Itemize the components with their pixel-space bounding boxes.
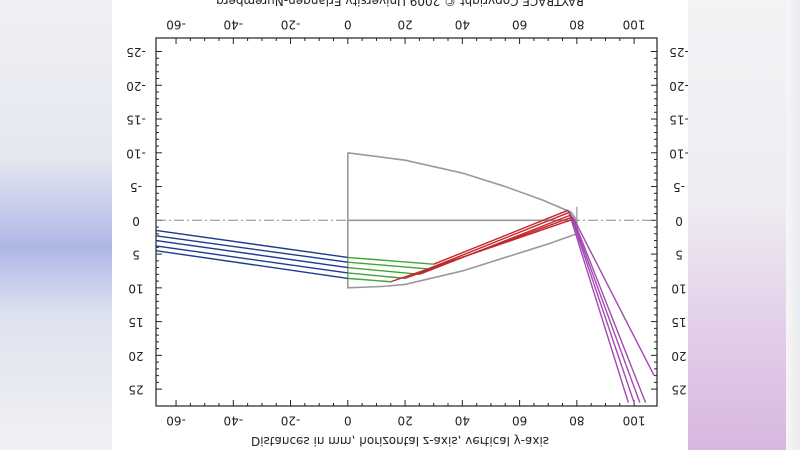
y-tick-label-left: -20 xyxy=(126,79,146,93)
y-tick-label-left: 25 xyxy=(128,383,143,397)
ray-outgoing-1 xyxy=(567,209,630,403)
ray-reflected-1 xyxy=(433,209,569,265)
ray-refracted-4 xyxy=(347,272,406,280)
raytrace-panel: RAYTRACE Copyright © 2009 University Erl… xyxy=(112,0,688,450)
ray-outgoing-2 xyxy=(569,211,635,403)
y-tick-label-right: 25 xyxy=(671,383,686,397)
y-tick-label-right: 10 xyxy=(671,281,686,295)
y-tick-label-right: -20 xyxy=(669,79,688,93)
y-tick-label-right: -5 xyxy=(673,180,685,194)
y-tick-label-right: -10 xyxy=(669,146,688,160)
y-tick-label-left: -15 xyxy=(126,113,146,127)
plot-frame xyxy=(155,37,658,407)
x-tick-label-top: 40 xyxy=(455,18,470,32)
ray-incoming-3 xyxy=(156,239,348,269)
plot-content xyxy=(156,151,657,403)
ray-refracted-1 xyxy=(347,256,434,265)
x-axis-label: Distances in mm, horizontal z-axis, vert… xyxy=(250,434,550,448)
x-tick-label-top: -40 xyxy=(223,18,243,32)
y-tick-label-left: 5 xyxy=(132,248,140,262)
x-tick-label-top: 80 xyxy=(569,18,584,32)
background-left xyxy=(0,0,112,450)
ray-reflected-2 xyxy=(427,211,570,270)
ray-outgoing-5 xyxy=(573,218,655,376)
y-tick-label-right: -25 xyxy=(669,45,688,59)
background-right xyxy=(688,0,800,450)
y-tick-label-right: -15 xyxy=(669,113,688,127)
y-tick-label-right: 0 xyxy=(675,214,683,228)
x-tick-label-top: 60 xyxy=(512,18,527,32)
raytrace-plot: -60-60-40-40-20-200020204040606080801001… xyxy=(126,18,688,428)
y-tick-label-left: 10 xyxy=(128,281,143,295)
x-tick-label-bottom: 0 xyxy=(344,414,352,428)
x-tick-label-top: 20 xyxy=(397,18,412,32)
x-tick-label-top: 0 xyxy=(344,18,352,32)
y-tick-label-left: 15 xyxy=(128,315,143,329)
ray-refracted-3 xyxy=(347,266,420,276)
ray-outgoing-3 xyxy=(570,214,641,403)
x-tick-label-bottom: 20 xyxy=(397,414,412,428)
ray-incoming-2 xyxy=(156,235,348,263)
x-tick-label-top: -20 xyxy=(281,18,301,32)
x-tick-label-bottom: 100 xyxy=(623,414,646,428)
x-tick-label-top: -60 xyxy=(166,18,186,32)
y-tick-label-right: 5 xyxy=(675,248,683,262)
x-tick-label-bottom: -60 xyxy=(166,414,186,428)
y-tick-label-left: 0 xyxy=(132,214,140,228)
ray-incoming-4 xyxy=(156,245,348,274)
ray-reflected-5 xyxy=(390,218,575,283)
background-right-edge xyxy=(786,0,800,450)
ray-incoming-1 xyxy=(156,229,348,259)
x-tick-label-bottom: 60 xyxy=(512,414,527,428)
x-tick-label-bottom: 80 xyxy=(569,414,584,428)
y-tick-label-left: -25 xyxy=(126,45,146,59)
y-tick-label-left: -5 xyxy=(130,180,142,194)
y-tick-label-right: 15 xyxy=(671,315,686,329)
ray-outgoing-4 xyxy=(571,216,647,403)
ray-refracted-2 xyxy=(347,261,429,270)
y-tick-label-left: -10 xyxy=(126,146,146,160)
x-tick-label-bottom: -40 xyxy=(223,414,243,428)
ray-incoming-5 xyxy=(156,250,348,280)
x-tick-label-bottom: 40 xyxy=(455,414,470,428)
x-tick-label-top: 100 xyxy=(623,18,646,32)
ray-refracted-5 xyxy=(347,277,391,283)
y-tick-label-left: 20 xyxy=(128,349,143,363)
y-tick-label-right: 20 xyxy=(671,349,686,363)
x-tick-label-bottom: -20 xyxy=(281,414,301,428)
